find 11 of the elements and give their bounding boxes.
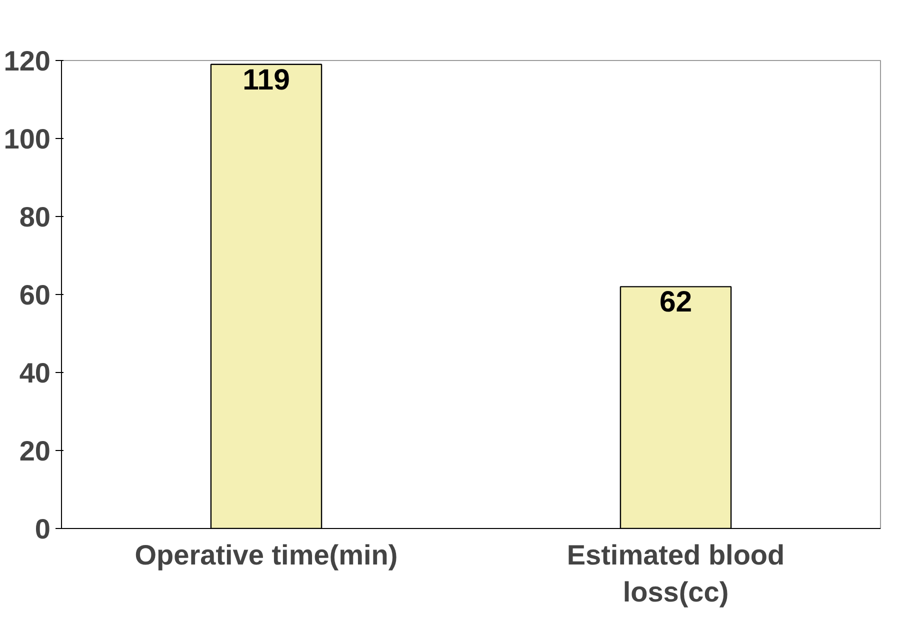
y-tick-label: 40: [19, 358, 51, 388]
y-tick-label: 80: [19, 202, 51, 232]
y-tick-label: 0: [34, 514, 51, 544]
data-label: 62: [659, 286, 692, 319]
y-tick-label: 60: [19, 280, 51, 310]
x-tick-label: Estimated blood loss(cc): [566, 540, 785, 608]
data-label: 119: [242, 63, 290, 96]
y-tick-label: 20: [19, 436, 51, 466]
y-tick-label: 100: [4, 124, 50, 154]
x-tick-label: Operative time(min): [134, 540, 398, 570]
y-tick-label: 120: [4, 46, 50, 76]
